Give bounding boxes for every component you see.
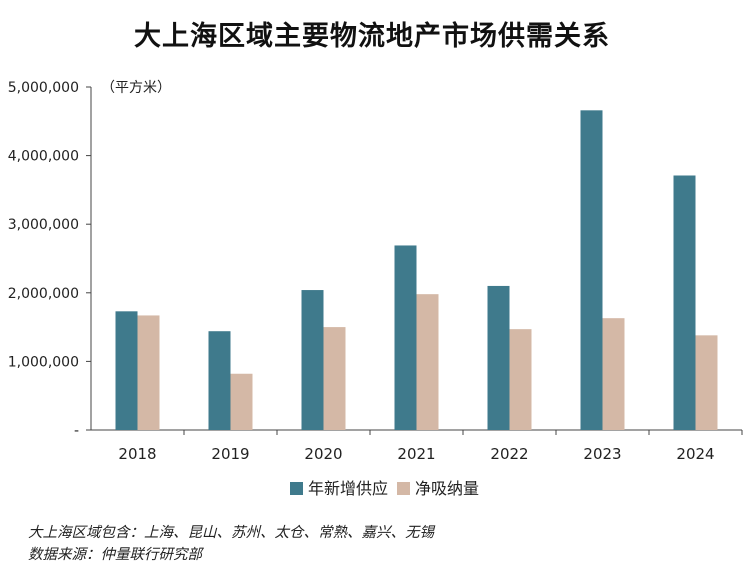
bar-supply xyxy=(673,175,696,430)
legend-swatch xyxy=(290,482,303,495)
bar-chart: - 1,000,000 2,000,000 3,000,000 4,000,000 5,0… xyxy=(8,80,743,498)
x-tick-label: 2022 xyxy=(490,445,528,463)
y-tick-label: - xyxy=(74,423,79,439)
legend-label: 年新增供应 xyxy=(308,479,388,498)
y-tick-label: 3,000,000 xyxy=(8,217,79,233)
legend-swatch xyxy=(397,482,410,495)
x-tick-label: 2024 xyxy=(676,445,714,463)
x-tick-label: 2020 xyxy=(304,445,342,463)
bar-supply xyxy=(487,285,510,430)
legend-label: 净吸纳量 xyxy=(415,479,479,498)
x-tick-label: 2023 xyxy=(583,445,621,463)
bar-absorption xyxy=(230,373,253,430)
x-tick-label: 2021 xyxy=(397,445,435,463)
bar-supply xyxy=(394,245,417,430)
y-tick-label: 1,000,000 xyxy=(8,354,79,370)
x-tick-label: 2018 xyxy=(118,445,156,463)
bar-supply xyxy=(301,290,324,430)
y-tick-label: 5,000,000 xyxy=(8,80,79,96)
bar-supply xyxy=(115,311,138,430)
y-unit-label: （平方米） xyxy=(101,80,171,96)
chart-title: 大上海区域主要物流地产市场供需关系 xyxy=(134,21,610,52)
bar-absorption xyxy=(695,335,718,430)
bar-supply xyxy=(208,331,231,430)
source-note: 数据来源：仲量联行研究部 xyxy=(28,547,202,563)
bar-absorption xyxy=(509,329,532,430)
region-note: 大上海区域包含：上海、昆山、苏州、太仓、常熟、嘉兴、无锡 xyxy=(28,525,434,541)
bar-supply xyxy=(580,110,603,430)
x-tick-label: 2019 xyxy=(211,445,249,463)
bar-absorption xyxy=(602,318,625,430)
bar-absorption xyxy=(416,294,439,430)
footnotes: 大上海区域包含：上海、昆山、苏州、太仓、常熟、嘉兴、无锡 数据来源：仲量联行研究… xyxy=(28,522,434,566)
bar-absorption xyxy=(323,327,346,430)
y-tick-label: 2,000,000 xyxy=(8,286,79,302)
y-tick-label: 4,000,000 xyxy=(8,149,79,165)
bar-absorption xyxy=(137,315,160,430)
